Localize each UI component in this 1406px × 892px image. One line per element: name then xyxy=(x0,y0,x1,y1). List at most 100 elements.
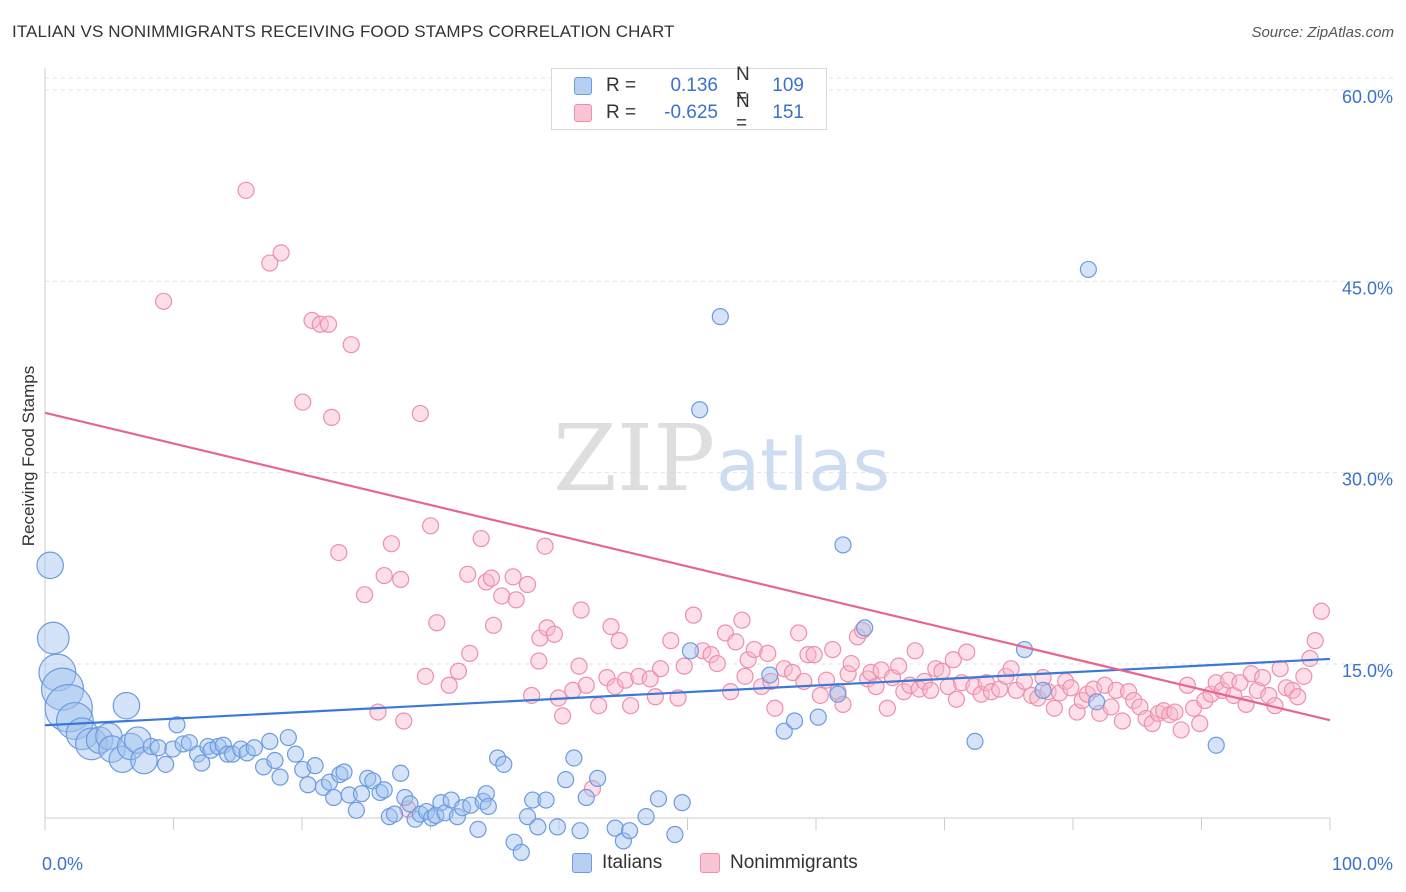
italians-point xyxy=(856,619,874,637)
nonimmigrants-point xyxy=(583,779,602,798)
italians-point xyxy=(245,739,263,757)
legend-n-value-italians: 109 xyxy=(772,75,804,96)
bottom-legend-swatch-nonimmigrants xyxy=(700,853,720,873)
nonimmigrants-point xyxy=(507,591,525,609)
nonimmigrants-point xyxy=(1062,679,1080,697)
gridlines xyxy=(45,77,1393,665)
bottom-legend-italians: Italians xyxy=(572,852,662,874)
nonimmigrants-point xyxy=(1015,672,1034,691)
nonimmigrants-point xyxy=(834,695,852,714)
italians-point xyxy=(477,785,495,803)
italians-point xyxy=(1034,681,1052,699)
italians-point xyxy=(606,819,624,837)
nonimmigrants-point xyxy=(1084,680,1103,698)
nonimmigrants-point xyxy=(641,670,659,688)
nonimmigrants-point xyxy=(662,632,680,650)
nonimmigrants-point xyxy=(484,616,503,634)
nonimmigrants-point xyxy=(783,663,802,682)
nonimmigrants-point xyxy=(745,640,763,659)
italians-point xyxy=(112,691,141,720)
italians-point xyxy=(637,808,655,826)
nonimmigrants-point xyxy=(1242,665,1260,683)
italians-point xyxy=(174,735,192,753)
nonimmigrants-point xyxy=(530,652,548,670)
nonimmigrants-point xyxy=(449,662,468,680)
italians-point xyxy=(761,666,779,684)
italians-point xyxy=(401,795,419,813)
nonimmigrants-point xyxy=(538,619,556,637)
italians-point xyxy=(775,722,793,740)
nonimmigrants-point xyxy=(944,651,962,669)
italians-point xyxy=(565,749,583,767)
nonimmigrants-point xyxy=(766,699,784,717)
nonimmigrants-point xyxy=(958,643,976,661)
italians-point xyxy=(518,808,537,826)
italians-point xyxy=(966,732,984,750)
legend-n-value-nonimmigrants: 151 xyxy=(772,102,804,123)
nonimmigrants-point xyxy=(1196,691,1214,710)
italians-point xyxy=(589,769,607,787)
nonimmigrants-point xyxy=(1289,688,1307,706)
nonimmigrants-point xyxy=(493,587,511,605)
nonimmigrants-point xyxy=(428,614,446,632)
nonimmigrants-point xyxy=(459,565,477,583)
nonimmigrants-point xyxy=(853,621,872,640)
legend-swatch-nonimmigrants xyxy=(574,104,592,122)
nonimmigrants-point xyxy=(440,676,458,694)
nonimmigrants-point xyxy=(1143,714,1161,733)
series-italians xyxy=(36,260,1225,861)
italians-point xyxy=(286,745,305,763)
nonimmigrants-point xyxy=(616,671,635,689)
nonimmigrants-point xyxy=(303,311,321,330)
y-tick-label: 15.0% xyxy=(1342,661,1393,681)
nonimmigrants-point xyxy=(577,676,595,694)
italians-point xyxy=(649,790,668,808)
italians-point xyxy=(834,536,852,554)
nonimmigrants-point xyxy=(651,660,670,678)
nonimmigrants-point xyxy=(1312,602,1330,620)
nonimmigrants-point xyxy=(1045,699,1063,717)
italians-point xyxy=(340,786,358,804)
watermark-atlas: atlas xyxy=(716,423,890,507)
italians-point xyxy=(614,832,632,850)
nonimmigrants-point xyxy=(1113,712,1131,730)
nonimmigrants-point xyxy=(1125,691,1143,710)
italians-point xyxy=(266,751,284,770)
nonimmigrants-point xyxy=(1107,681,1125,699)
nonimmigrants-point xyxy=(622,697,640,715)
nonimmigrants-point xyxy=(915,672,934,691)
legend-r-label: R = xyxy=(606,75,637,96)
nonimmigrants-point xyxy=(1301,649,1319,668)
italians-point xyxy=(279,728,297,747)
chart-title: ITALIAN VS NONIMMIGRANTS RECEIVING FOOD … xyxy=(12,22,675,41)
y-tick-labels: 15.0% 30.0% 45.0% 60.0% xyxy=(1342,87,1393,681)
italians-point xyxy=(512,843,530,861)
italians-point xyxy=(711,308,729,326)
italians-point xyxy=(261,732,279,750)
italians-point xyxy=(571,822,589,840)
italians-point xyxy=(375,781,393,799)
italians-point xyxy=(149,739,168,757)
italians-point xyxy=(98,735,126,763)
legend-n-label: N = xyxy=(736,64,750,107)
nonimmigrants-point xyxy=(759,644,777,662)
italians-point xyxy=(448,808,466,826)
nonimmigrants-point xyxy=(1002,660,1020,678)
nonimmigrants-point xyxy=(416,667,435,685)
nonimmigrants-point xyxy=(736,667,754,685)
italians-point xyxy=(335,763,353,781)
nonimmigrants-point xyxy=(382,535,401,553)
italians-point xyxy=(214,736,232,754)
italians-point xyxy=(325,788,343,807)
nonimmigrants-point xyxy=(1271,660,1289,678)
nonimmigrants-point xyxy=(1260,686,1278,705)
nonimmigrants-point xyxy=(790,624,808,642)
nonimmigrants-point xyxy=(272,244,290,262)
italians-point xyxy=(1207,736,1225,754)
nonimmigrants-point xyxy=(878,699,896,717)
nonimmigrants-point xyxy=(775,660,793,678)
nonimmigrants-point xyxy=(375,566,393,585)
nonimmigrants-point xyxy=(1119,683,1138,701)
bottom-legend-label-italians: Italians xyxy=(602,852,663,873)
